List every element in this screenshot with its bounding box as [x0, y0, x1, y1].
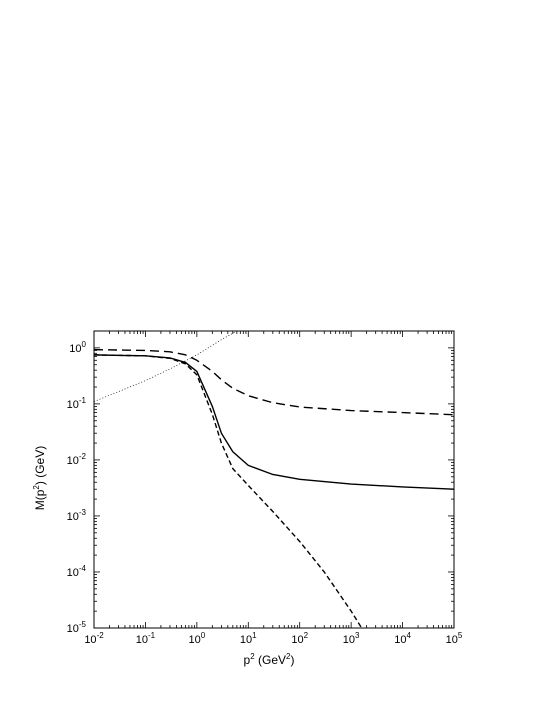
x-tick-label: 100 [189, 631, 206, 646]
x-tick-label: 105 [446, 631, 463, 646]
series-line-long-dash-1 [94, 348, 454, 416]
x-tick-label: 10-2 [84, 631, 104, 646]
series-line-short-dash-3 [94, 354, 363, 628]
x-tick-label: 10-1 [136, 631, 156, 646]
series-line-solid-2 [94, 354, 454, 490]
x-axis-label: p2 (GeV2) [244, 652, 295, 667]
x-tick-label: 104 [394, 631, 411, 646]
y-axis-label: M(p2) (GeV) [32, 446, 47, 510]
y-tick-label: 10-1 [67, 396, 87, 411]
y-tick-label: 10-3 [67, 508, 87, 523]
series-line-dotted-0 [94, 331, 238, 402]
x-tick-label: 103 [343, 631, 360, 646]
x-tick-label: 102 [291, 631, 308, 646]
y-tick-label: 10-5 [67, 620, 87, 635]
plot-frame [93, 330, 455, 629]
x-tick-label: 101 [240, 631, 257, 646]
y-tick-label: 10-2 [67, 452, 87, 467]
y-tick-label: 100 [69, 340, 86, 355]
y-tick-label: 10-4 [67, 564, 87, 579]
